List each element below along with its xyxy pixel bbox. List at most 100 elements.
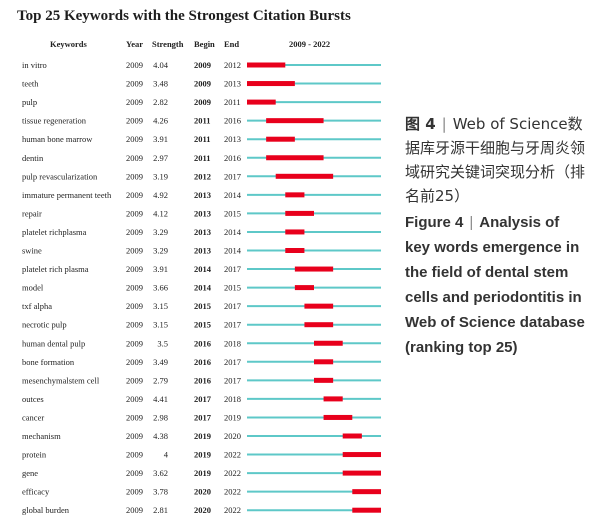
row-strength: 4.41	[153, 394, 168, 404]
row-year: 2009	[126, 97, 143, 107]
burst-bar	[247, 81, 295, 87]
row-keyword: dentin	[22, 153, 44, 163]
row-end: 2018	[224, 394, 241, 404]
row-keyword: mechanism	[22, 431, 61, 441]
row-end: 2022	[224, 468, 241, 478]
burst-bar	[247, 62, 286, 68]
row-year: 2009	[126, 394, 143, 404]
row-year: 2009	[126, 357, 143, 367]
row-begin: 2019	[194, 468, 211, 478]
row-year: 2009	[126, 450, 143, 460]
row-year: 2009	[126, 134, 143, 144]
row-year: 2009	[126, 487, 143, 497]
row-strength: 3.19	[153, 171, 168, 181]
row-end: 2017	[224, 301, 241, 311]
row-end: 2018	[224, 338, 241, 348]
row-strength: 3.62	[153, 468, 168, 478]
row-keyword: protein	[22, 450, 47, 460]
row-begin: 2017	[194, 412, 212, 422]
row-begin: 2009	[194, 97, 211, 107]
row-strength: 2.79	[153, 375, 168, 385]
burst-bar	[342, 470, 381, 476]
row-strength: 3.91	[153, 134, 168, 144]
row-end: 2016	[224, 116, 241, 126]
row-year: 2009	[126, 338, 143, 348]
row-begin: 2011	[194, 134, 211, 144]
row-keyword: human dental pulp	[22, 338, 85, 348]
burst-bar	[266, 136, 295, 142]
row-year: 2009	[126, 171, 143, 181]
row-strength: 3.29	[153, 227, 168, 237]
row-end: 2012	[224, 60, 241, 70]
row-year: 2009	[126, 227, 143, 237]
row-keyword: outces	[22, 394, 44, 404]
row-end: 2017	[224, 357, 241, 367]
row-end: 2020	[224, 431, 241, 441]
header-begin: Begin	[194, 39, 215, 49]
row-begin: 2016	[194, 375, 211, 385]
row-strength: 3.49	[153, 357, 168, 367]
row-begin: 2019	[194, 450, 211, 460]
caption-en-label: Figure 4	[405, 214, 464, 231]
row-strength: 3.15	[153, 320, 168, 330]
row-begin: 2013	[194, 208, 211, 218]
row-begin: 2019	[194, 431, 211, 441]
row-begin: 2015	[194, 320, 211, 330]
row-year: 2009	[126, 505, 143, 515]
caption-cn-label: 图 4	[405, 115, 436, 133]
row-strength: 4.92	[153, 190, 168, 200]
row-keyword: bone formation	[22, 357, 75, 367]
row-end: 2013	[224, 134, 241, 144]
row-begin: 2020	[194, 505, 211, 515]
row-year: 2009	[126, 79, 143, 89]
caption-en-text: Analysis of key words emergence in the f…	[405, 214, 585, 356]
row-year: 2009	[126, 116, 143, 126]
burst-bar	[266, 155, 324, 161]
row-begin: 2016	[194, 357, 211, 367]
row-end: 2017	[224, 320, 241, 330]
row-year: 2009	[126, 412, 143, 422]
chart-title: Top 25 Keywords with the Strongest Citat…	[17, 8, 351, 24]
burst-bar	[314, 377, 334, 383]
row-begin: 2011	[194, 116, 211, 126]
row-year: 2009	[126, 375, 143, 385]
row-end: 2022	[224, 450, 241, 460]
row-end: 2015	[224, 283, 241, 293]
row-keyword: global burden	[22, 505, 70, 515]
burst-bar	[285, 248, 305, 253]
burst-table: Keywords Year Strength Begin End 2009 - 2022 i…	[22, 39, 381, 515]
row-strength: 3.91	[153, 264, 168, 274]
row-end: 2014	[224, 227, 242, 237]
caption-english: Figure 4 | Analysis of key words emergence…	[405, 214, 585, 356]
row-end: 2013	[224, 79, 241, 89]
row-keyword: human bone marrow	[22, 134, 93, 144]
burst-bar	[304, 303, 334, 309]
row-begin: 2012	[194, 171, 211, 181]
row-keyword: pulp	[22, 97, 37, 107]
header-year: Year	[126, 39, 143, 49]
row-year: 2009	[126, 320, 143, 330]
row-end: 2017	[224, 375, 241, 385]
row-begin: 2013	[194, 227, 211, 237]
row-strength: 2.98	[153, 412, 168, 422]
row-year: 2009	[126, 153, 143, 163]
burst-bar	[294, 266, 334, 272]
row-keyword: teeth	[22, 79, 39, 89]
burst-bar	[285, 192, 305, 198]
row-keyword: swine	[22, 246, 42, 256]
burst-bar	[323, 396, 343, 402]
row-keyword: immature permanent teeth	[22, 190, 112, 200]
row-end: 2022	[224, 487, 241, 497]
burst-bar	[342, 452, 381, 458]
burst-bar	[323, 414, 353, 420]
burst-bar	[275, 173, 334, 179]
row-year: 2009	[126, 208, 143, 218]
row-keyword: platelet richplasma	[22, 227, 87, 237]
row-begin: 2014	[194, 283, 212, 293]
row-end: 2022	[224, 505, 241, 515]
row-begin: 2017	[194, 394, 212, 404]
row-keyword: repair	[22, 208, 42, 218]
caption-chinese: 图 4 | Web of Science数据库牙源干细胞与牙周炎领域研究关键词突现分…	[405, 115, 586, 205]
row-strength: 4	[164, 450, 169, 460]
burst-bar	[266, 118, 324, 124]
